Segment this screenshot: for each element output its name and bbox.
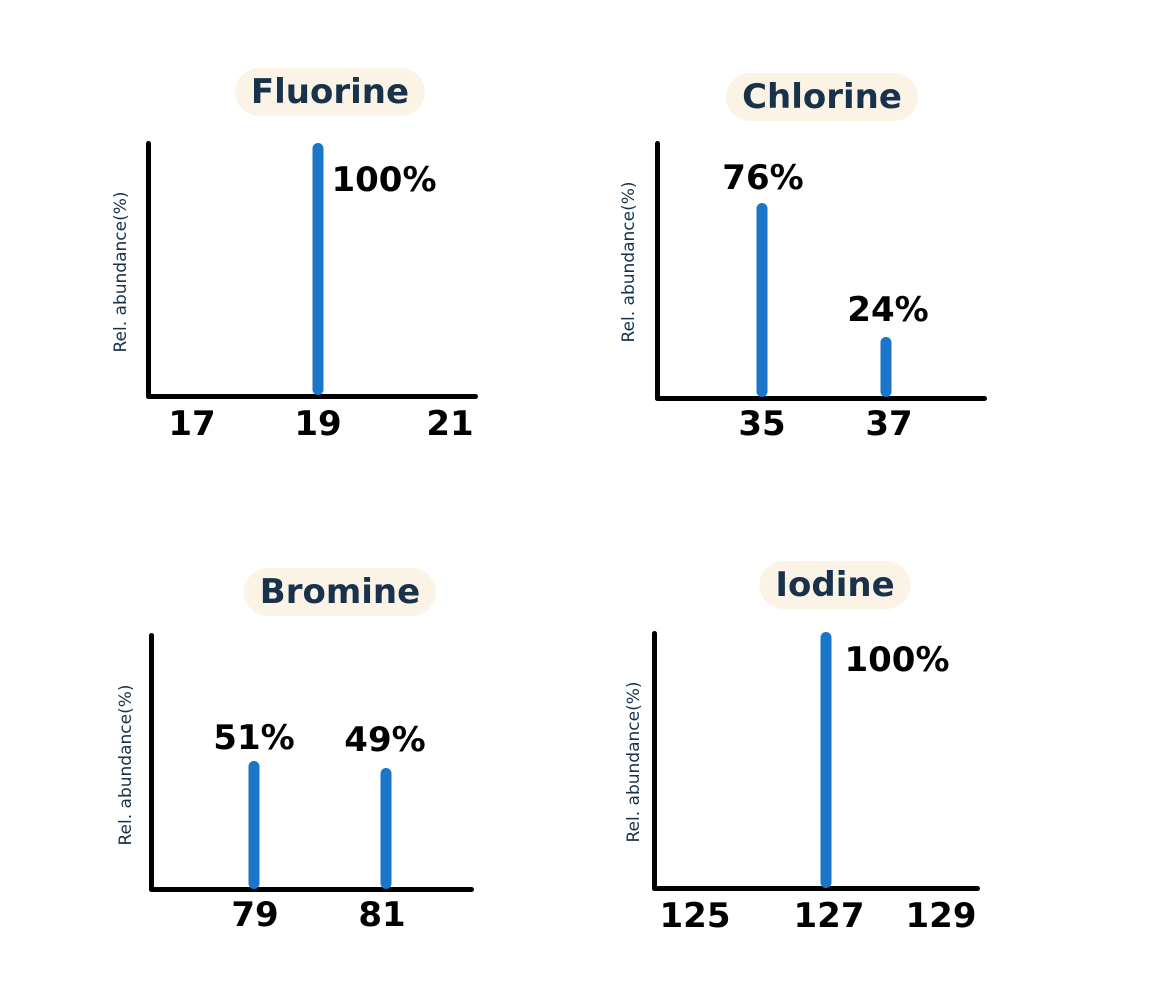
y-axis — [652, 631, 657, 891]
y-axis-label: Rel. abundance(%) — [111, 191, 131, 353]
x-tick: 125 — [659, 896, 731, 936]
x-tick: 81 — [358, 895, 406, 935]
y-axis — [146, 141, 151, 399]
bar-35 — [756, 203, 768, 397]
data-label: 51% — [213, 718, 295, 758]
data-label: 100% — [331, 160, 437, 200]
data-label: 24% — [847, 290, 929, 330]
y-axis — [149, 633, 154, 892]
bar-127 — [820, 632, 832, 888]
x-tick: 17 — [168, 404, 216, 444]
chart-title: Bromine — [243, 568, 437, 616]
x-tick: 21 — [426, 404, 474, 444]
x-tick: 127 — [793, 896, 865, 936]
x-axis — [652, 886, 980, 891]
y-axis-label: Rel. abundance(%) — [624, 681, 644, 843]
data-label: 76% — [722, 158, 804, 198]
bar-81 — [380, 768, 392, 889]
bar-79 — [248, 761, 260, 889]
y-axis-label: Rel. abundance(%) — [116, 684, 136, 846]
x-axis — [655, 396, 987, 401]
bar-37 — [880, 337, 892, 397]
data-label: 49% — [344, 720, 426, 760]
x-tick: 129 — [905, 896, 977, 936]
y-axis-label: Rel. abundance(%) — [619, 181, 639, 343]
chart-title: Fluorine — [234, 68, 426, 116]
bar-19 — [312, 143, 324, 395]
x-tick: 35 — [738, 404, 786, 444]
x-tick: 19 — [294, 404, 342, 444]
x-tick: 79 — [231, 895, 279, 935]
x-axis — [146, 394, 478, 399]
chart-title: Chlorine — [726, 73, 918, 121]
y-axis — [655, 141, 660, 401]
x-tick: 37 — [865, 404, 913, 444]
x-axis — [149, 887, 474, 892]
data-label: 100% — [844, 640, 950, 680]
chart-title: Iodine — [759, 561, 911, 609]
